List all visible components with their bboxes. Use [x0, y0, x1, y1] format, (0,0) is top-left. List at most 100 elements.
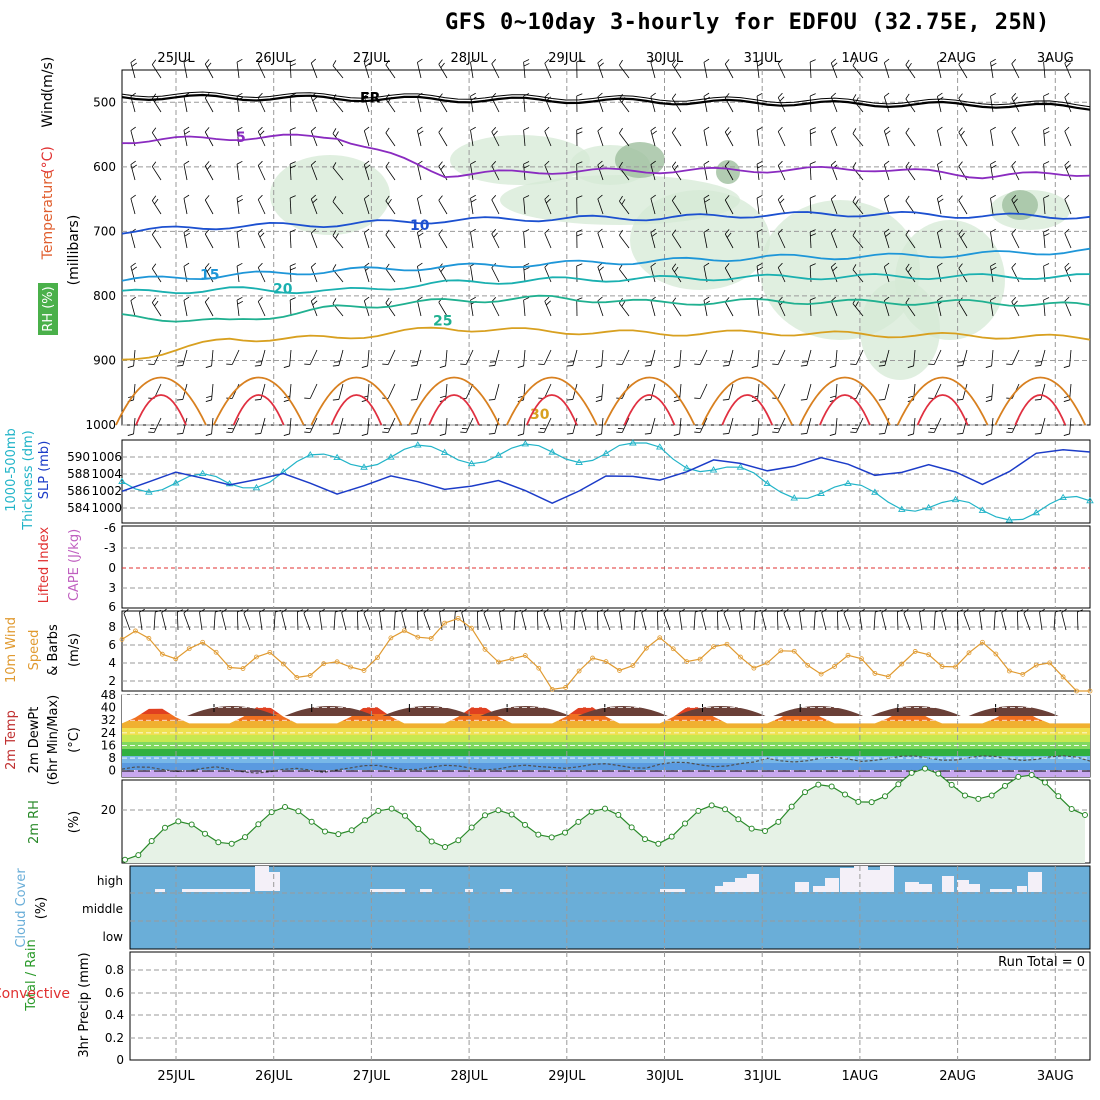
wind-barb: [619, 302, 630, 317]
freezing-level-line: [121, 91, 1091, 108]
temperature-color-band: [122, 770, 1090, 777]
wind-barb-flag: [724, 195, 730, 201]
wind-barb-flag: [364, 296, 370, 302]
thickness-tick: 586: [67, 484, 90, 498]
wind-barb-flag: [671, 93, 677, 99]
wind-barb-flag: [576, 297, 583, 301]
wind-barb: [494, 383, 500, 400]
wind-barb-flag: [151, 127, 157, 133]
wind10-marker: [1047, 660, 1053, 666]
wind-barb: [601, 417, 604, 434]
wind-barb: [799, 612, 803, 631]
wind-barb: [757, 383, 760, 400]
slp-tick: 1000: [91, 501, 122, 515]
wind-barb: [221, 612, 227, 631]
rh2m-marker: [922, 765, 928, 772]
temperature-contour-40: [428, 394, 480, 426]
wind-barb: [544, 301, 552, 317]
wind-barb-flag: [704, 198, 711, 203]
wind-barb-flag: [410, 433, 417, 435]
wind-barb-flag: [576, 93, 583, 97]
precip-total-label: Total / Rain: [24, 939, 39, 1012]
wind-barb: [332, 201, 344, 215]
wind-barb-flag: [131, 266, 137, 271]
rh2m-tick: 20: [101, 803, 116, 817]
li-tick: 0: [108, 561, 116, 575]
wind-barb: [1069, 417, 1072, 434]
wind-barb-flag: [724, 161, 730, 167]
wind-barb: [757, 417, 760, 434]
wind-barb-flag: [756, 92, 763, 97]
wind-barb-flag: [985, 433, 992, 436]
wind-barb: [367, 349, 370, 366]
wind-barb: [1040, 383, 1046, 400]
max-temp-hump: [675, 706, 766, 716]
wind10-marker: [482, 646, 488, 652]
wind-barb: [130, 164, 136, 181]
wind-barb: [656, 611, 659, 631]
rh-shading: [1002, 190, 1038, 220]
wind-barb-flag: [1043, 195, 1050, 199]
wind-barb-flag: [1064, 194, 1070, 200]
wind-barb: [385, 268, 396, 283]
wind-barb-flag: [523, 263, 530, 267]
rh2m-marker: [135, 852, 142, 859]
wind-barb: [809, 62, 812, 79]
wind-barb: [671, 132, 682, 147]
wind-barb: [257, 63, 266, 79]
wind-barb-flag: [205, 399, 212, 402]
wind-barb-flag: [491, 195, 497, 201]
wind-barb-flag: [183, 262, 190, 267]
temp2m-tick: 16: [101, 738, 116, 752]
wind-barb-flag: [470, 228, 476, 233]
wind-barb: [572, 349, 578, 366]
wind-barb-flag: [176, 365, 183, 367]
wind-barb-flag: [387, 300, 392, 307]
high-cloud-bar: [500, 889, 512, 892]
wind-barb-flag: [875, 609, 882, 613]
wind10-marker: [442, 620, 448, 626]
wind-barb-flag: [184, 232, 191, 237]
wind-barb-flag: [958, 59, 963, 65]
wind-barb-flag: [1063, 365, 1070, 368]
thickness-marker: [413, 441, 422, 448]
wind-barb: [470, 62, 474, 79]
rh2m-marker: [935, 770, 942, 777]
wind-barb-flag: [810, 93, 816, 97]
wind-barb-flag: [598, 62, 604, 67]
wind-barb: [777, 165, 786, 181]
wind10-marker: [670, 646, 676, 652]
wind-barb-flag: [815, 609, 822, 613]
wind-barb-flag: [619, 195, 623, 202]
wind-barb-flag: [990, 228, 996, 233]
wind-barb-flag: [517, 433, 524, 436]
wind-barb: [993, 612, 996, 631]
wind-barb: [809, 198, 812, 215]
wind-barb: [650, 300, 656, 317]
wind-barb: [1043, 62, 1046, 79]
date-label-top: 1AUG: [842, 51, 879, 66]
wind-barb: [332, 235, 344, 249]
rh-shading: [860, 280, 940, 380]
wind-barb-flag: [979, 608, 985, 613]
rh2m-marker: [868, 799, 875, 806]
wind-barb-flag: [1064, 92, 1070, 98]
rh2m-marker: [602, 805, 608, 812]
wind-barb: [183, 130, 188, 147]
wind-barb-flag: [332, 162, 337, 168]
wind-barb-flag: [1043, 93, 1050, 97]
wind-barb-flag: [598, 266, 604, 271]
wind-barb-flag: [619, 59, 623, 66]
wind-barb-flag: [254, 399, 261, 401]
wind-barb: [777, 417, 786, 433]
wind-barb: [724, 63, 734, 79]
wind-barb-flag: [830, 296, 837, 302]
wind-barb: [597, 266, 604, 283]
temperature-color-band: [122, 728, 1090, 735]
wind10-marker: [1020, 671, 1026, 677]
thickness-marker: [602, 449, 610, 456]
thickness-marker: [1032, 508, 1041, 516]
precip-panel: 0.8 0.6 0.4 0.2 0 Run Total = 0: [105, 951, 1091, 1067]
wind-barb-flag: [937, 194, 943, 199]
wind-barb: [671, 302, 682, 317]
